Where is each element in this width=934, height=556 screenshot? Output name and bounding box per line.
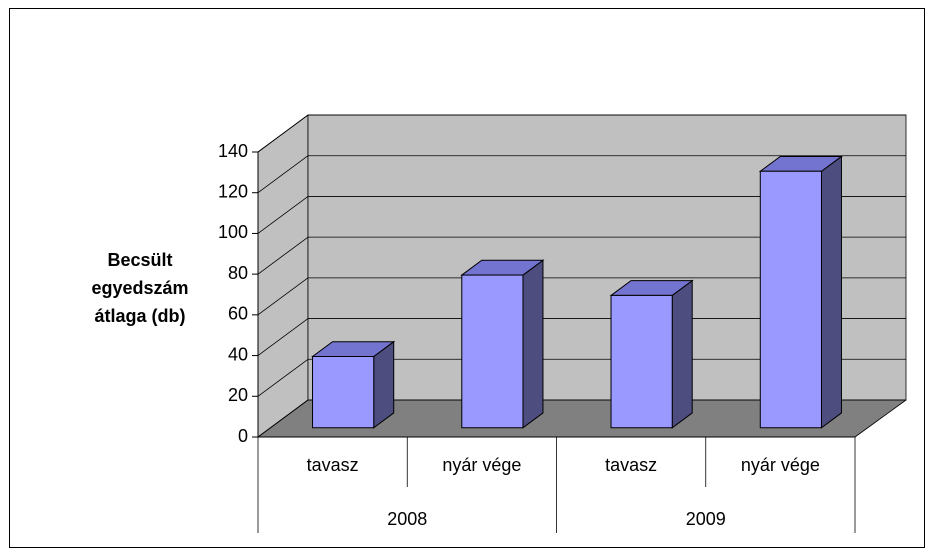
grid-line	[257, 114, 309, 153]
grid-line	[257, 236, 309, 275]
y-tick-label: 20	[228, 385, 248, 405]
grid-line	[257, 155, 309, 194]
bar-side	[522, 259, 544, 429]
group-label: 2009	[686, 509, 726, 529]
y-tick-label: 0	[238, 426, 248, 446]
x-tick-label: nyár vége	[741, 455, 820, 475]
grid-line	[257, 196, 309, 234]
grid-line	[257, 318, 309, 356]
side-wall	[257, 114, 309, 438]
x-tick-label: tavasz	[307, 455, 359, 475]
y-tick-label: 100	[218, 222, 248, 242]
y-tick-label: 40	[228, 344, 248, 364]
bar-side	[820, 155, 842, 429]
x-tick-label: nyár vége	[442, 455, 521, 475]
grid-line	[257, 399, 309, 438]
y-tick-label: 80	[228, 263, 248, 283]
grid-line	[257, 358, 309, 397]
y-tick-label: 60	[228, 304, 248, 324]
y-axis-label: Becsült egyedszám átlaga (db)	[91, 250, 189, 326]
x-tick-label: tavasz	[605, 455, 657, 475]
bar	[610, 294, 673, 429]
y-tick-label: 140	[218, 141, 248, 161]
floor-edge	[854, 399, 907, 438]
bar	[312, 356, 375, 429]
group-label: 2008	[387, 509, 427, 529]
bar	[759, 170, 822, 429]
grid-line	[257, 277, 309, 316]
floor	[258, 400, 906, 437]
bar-side	[671, 279, 693, 429]
bar	[461, 274, 524, 429]
y-tick-label: 120	[218, 181, 248, 201]
